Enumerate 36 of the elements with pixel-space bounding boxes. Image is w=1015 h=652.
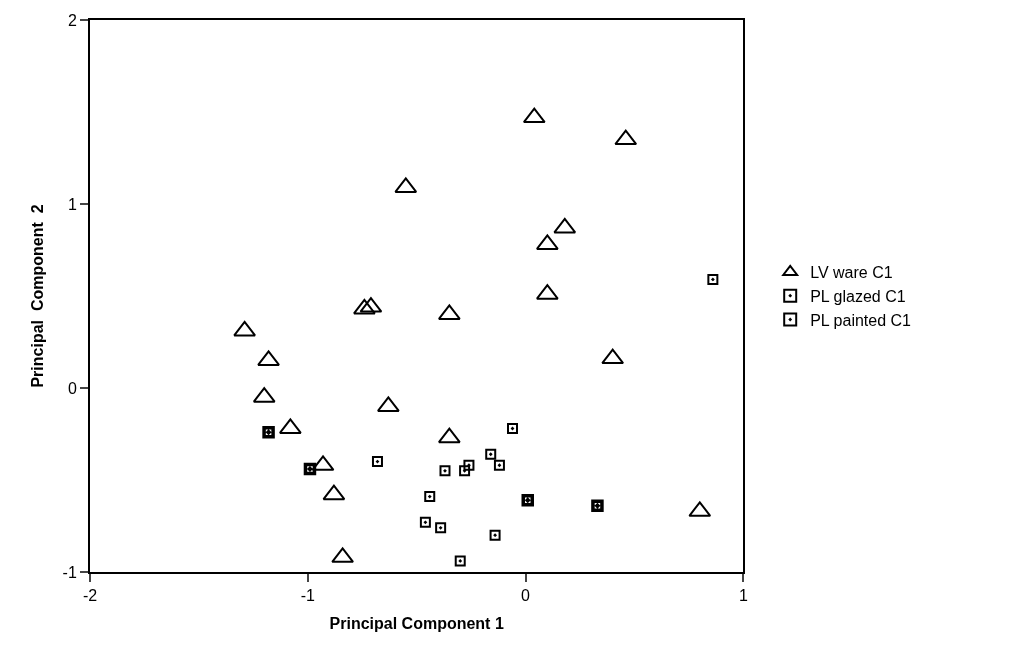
legend-label: PL glazed C1 bbox=[810, 287, 906, 305]
point bbox=[459, 465, 471, 477]
y-tick-label: -1 bbox=[62, 563, 77, 581]
point bbox=[493, 459, 505, 471]
point bbox=[521, 493, 534, 507]
y-tick-label: 0 bbox=[67, 379, 77, 397]
point bbox=[437, 427, 461, 444]
x-tick-label: -1 bbox=[300, 587, 315, 605]
point bbox=[439, 465, 451, 477]
point bbox=[591, 499, 604, 513]
point bbox=[303, 462, 317, 476]
point bbox=[322, 484, 346, 501]
point bbox=[553, 217, 577, 234]
point bbox=[454, 555, 466, 567]
point bbox=[601, 348, 625, 365]
point bbox=[435, 522, 447, 534]
y-axis-title: Principal Component 2 bbox=[28, 204, 46, 388]
point bbox=[353, 298, 376, 315]
legend-label: LV ware C1 bbox=[810, 264, 893, 282]
point bbox=[489, 529, 501, 541]
point bbox=[371, 456, 383, 468]
point bbox=[419, 516, 431, 528]
x-axis-title: Principal Component 1 bbox=[329, 615, 504, 633]
point bbox=[522, 107, 546, 124]
point bbox=[614, 129, 638, 146]
point bbox=[262, 425, 275, 439]
legend-label: PL painted C1 bbox=[810, 311, 912, 329]
x-tick-label: 1 bbox=[738, 587, 748, 605]
point bbox=[707, 273, 719, 285]
x-tick-label: 0 bbox=[521, 587, 531, 605]
point bbox=[463, 459, 475, 471]
x-tick-label: -2 bbox=[82, 587, 98, 605]
y-tick-label: 1 bbox=[67, 195, 77, 213]
point bbox=[485, 448, 497, 460]
y-tick-label: 2 bbox=[67, 11, 77, 29]
point bbox=[233, 320, 257, 337]
